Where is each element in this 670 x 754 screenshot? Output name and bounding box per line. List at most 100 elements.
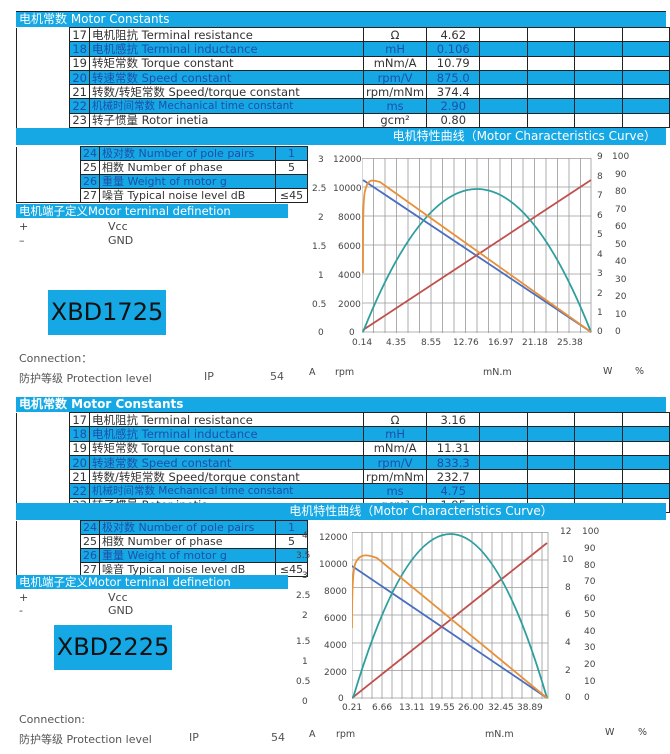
model-badge: XBD1725 xyxy=(48,290,166,335)
empty-cell xyxy=(526,69,576,86)
tick-a: 2.5 xyxy=(312,184,327,194)
tick-w: 7 xyxy=(597,191,603,201)
row-unit: ms xyxy=(362,98,428,114)
connection-label: Connection: xyxy=(19,713,85,726)
blank-cell xyxy=(16,520,81,577)
tick-w: 6 xyxy=(565,610,571,620)
unit-w-label: W xyxy=(605,727,615,738)
plot-area xyxy=(352,532,549,699)
protection-row: 防护等级 Protection level IP 54 xyxy=(19,731,289,746)
tick-w: 8 xyxy=(597,172,603,182)
row-unit: ms xyxy=(362,483,428,499)
constants-header: 电机常数 Motor Constants xyxy=(16,397,666,412)
terminal-header: 电机端子定义Motor terninal definetion xyxy=(16,575,288,589)
empty-cell xyxy=(621,112,670,129)
tick-pct: 60 xyxy=(615,222,627,232)
row-value: 2.90 xyxy=(426,98,481,114)
params-table: 24 极对数 Number of pole pairs 1 25 相数 Numb… xyxy=(16,520,308,577)
row-number: 22 xyxy=(69,483,90,499)
tick-pct: 20 xyxy=(615,292,627,302)
tick-w: 10 xyxy=(562,555,574,565)
tick-w: 12 xyxy=(560,527,572,537)
empty-cell xyxy=(574,483,623,499)
empty-cell xyxy=(621,469,670,485)
row-label: 电机阻抗 Terminal resistance xyxy=(88,411,365,428)
table-row: 23 转子惯量 Rotor inetia gcm² 0.80 xyxy=(17,112,670,129)
tick-x: 16.97 xyxy=(488,338,514,348)
tick-w: 8 xyxy=(565,583,571,593)
tick-a: 1.5 xyxy=(312,242,327,252)
table-row: 26 重量 Weight of motor g xyxy=(17,548,308,563)
row-value: 4.75 xyxy=(426,483,481,499)
row-value: 4.62 xyxy=(426,26,481,43)
row-value xyxy=(275,174,308,189)
terminal-sign-minus: - xyxy=(19,604,23,617)
tick-rpm: 0 xyxy=(338,694,344,704)
table-row: 25 相数 Number of phase 5 xyxy=(17,160,308,175)
row-number: 25 xyxy=(80,534,100,549)
empty-cell xyxy=(574,426,623,442)
row-label: 极对数 Number of pole pairs xyxy=(99,520,276,535)
row-value: 875.0 xyxy=(426,69,481,86)
table-row: 20 转速常数 Speed constant rpm/V 833.3 xyxy=(17,454,670,471)
blank-cell xyxy=(15,27,71,128)
tick-a: 0 xyxy=(318,328,324,338)
empty-cell xyxy=(574,411,623,428)
row-label: 电机感抗 Terminal inductance xyxy=(88,426,365,442)
tick-pct: 60 xyxy=(584,594,596,604)
table-row: 22 机械时间常数 Mechanical time constant ms 4.… xyxy=(17,483,670,499)
row-number: 17 xyxy=(69,411,90,428)
tick-pct: 100 xyxy=(582,527,600,537)
empty-cell xyxy=(621,41,670,57)
table-row: 27 噪音 Typical noise level dB ≤45 xyxy=(17,188,308,203)
row-label: 电机感抗 Terminal inductance xyxy=(88,41,365,57)
tick-rpm: 10000 xyxy=(333,184,362,194)
tick-w: 5 xyxy=(597,230,603,240)
terminal-sign-minus: – xyxy=(19,234,25,247)
row-number: 27 xyxy=(80,188,100,203)
tick-rpm: 6000 xyxy=(338,242,361,252)
row-value: 1 xyxy=(275,520,308,535)
power-curve xyxy=(352,533,548,699)
table-row: 18 电机感抗 Terminal inductance mH xyxy=(17,426,670,442)
row-value: ≤45 xyxy=(275,562,308,577)
tick-a: 3 xyxy=(302,571,308,581)
empty-cell xyxy=(574,454,623,471)
plot-area xyxy=(362,158,592,333)
tick-a: 2 xyxy=(302,611,308,621)
tick-pct: 80 xyxy=(615,187,627,197)
row-label: 重量 Weight of motor g xyxy=(99,548,276,563)
empty-cell xyxy=(574,469,623,485)
protection-value: 54 xyxy=(270,370,284,383)
row-number: 21 xyxy=(69,469,90,485)
efficiency-curve xyxy=(352,554,548,699)
unit-torque-label: mN.m xyxy=(483,367,512,378)
row-number: 25 xyxy=(80,160,100,175)
terminal-name-vcc: Vcc xyxy=(108,591,128,604)
tick-a: 1 xyxy=(302,657,308,667)
connection-label: Connection： xyxy=(19,352,93,365)
empty-cell xyxy=(479,41,528,57)
row-value: 833.3 xyxy=(426,454,481,471)
tick-pct: 80 xyxy=(584,561,596,571)
row-unit: Ω xyxy=(362,411,428,428)
row-label: 转数/转矩常数 Speed/torque constant xyxy=(88,469,365,485)
row-number: 26 xyxy=(80,548,100,563)
tick-x: 0.14 xyxy=(352,338,373,348)
row-unit: mNm/A xyxy=(362,440,428,456)
tick-pct: 30 xyxy=(615,275,627,285)
tick-a: 1 xyxy=(318,271,324,281)
row-number: 18 xyxy=(69,41,90,57)
protection-label: 防护等级 Protection level xyxy=(19,372,152,385)
constants-table: 17 电机阻抗 Terminal resistance Ω 4.62 18 电机… xyxy=(15,26,670,129)
row-value: 1 xyxy=(275,146,308,161)
protection-row: 防护等级 Protection level IP 54 xyxy=(19,370,289,385)
protection-label: 防护等级 Protection level xyxy=(19,733,152,746)
tick-x: 38.89 xyxy=(517,703,543,713)
unit-pct-label: % xyxy=(638,727,648,738)
row-label: 转子惯量 Rotor inetia xyxy=(88,112,365,129)
tick-x: 26.00 xyxy=(458,703,484,713)
empty-cell xyxy=(526,440,576,456)
empty-cell xyxy=(621,454,670,471)
constants-header: 电机常数 Motor Constants xyxy=(16,12,666,27)
